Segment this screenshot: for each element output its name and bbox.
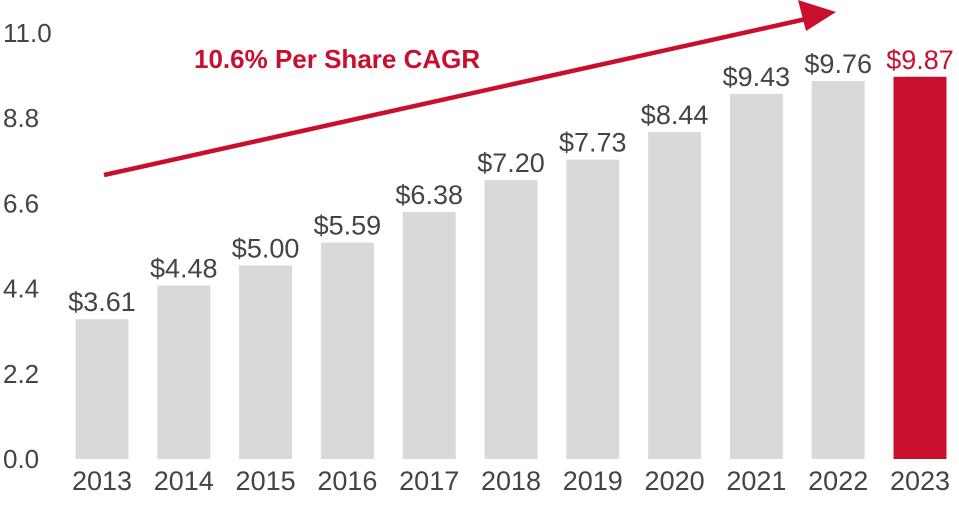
x-tick-label-2014: 2014 — [154, 466, 214, 496]
y-tick-label: 0.0 — [3, 444, 39, 474]
cagr-annotation: 10.6% Per Share CAGR — [103, 0, 836, 178]
trend-arrow-line — [103, 16, 807, 178]
bar-2019 — [566, 159, 620, 459]
cagr-label: 10.6% Per Share CAGR — [194, 44, 480, 74]
data-label-2014: $4.48 — [150, 254, 218, 284]
bar-2013 — [75, 319, 129, 459]
bar-2017 — [402, 211, 456, 459]
data-label-2021: $9.43 — [723, 62, 791, 92]
x-tick-label-2017: 2017 — [399, 466, 459, 496]
y-tick-label: 11.0 — [3, 18, 52, 48]
bar-2015 — [239, 265, 293, 459]
trend-arrow-head — [798, 0, 836, 31]
bar-2021 — [729, 93, 783, 459]
bar-2022 — [811, 81, 865, 459]
y-tick-label: 8.8 — [3, 103, 39, 133]
y-tick-label: 6.6 — [3, 188, 39, 218]
x-tick-label-2022: 2022 — [808, 466, 868, 496]
bars — [75, 76, 947, 460]
data-label-2023: $9.87 — [886, 45, 954, 75]
data-label-2015: $5.00 — [232, 233, 300, 263]
data-label-2017: $6.38 — [395, 180, 463, 210]
y-tick-label: 2.2 — [3, 359, 39, 389]
data-label-2020: $8.44 — [641, 100, 709, 130]
x-tick-label-2023: 2023 — [890, 466, 950, 496]
bar-2018 — [484, 180, 538, 459]
x-tick-label-2021: 2021 — [726, 466, 786, 496]
x-axis: 2013 2014 2015 2016 2017 2018 2019 2020 2021 2022… — [72, 466, 950, 496]
x-tick-label-2019: 2019 — [563, 466, 623, 496]
data-label-2018: $7.20 — [477, 148, 545, 178]
x-tick-label-2016: 2016 — [317, 466, 377, 496]
x-tick-label-2015: 2015 — [236, 466, 296, 496]
bar-2023 — [893, 76, 947, 460]
x-tick-label-2018: 2018 — [481, 466, 541, 496]
data-labels: $3.61 $4.48 $5.00 $5.59 $6.38 $7.20 $7.73 $8.44… — [68, 45, 954, 317]
data-label-2019: $7.73 — [559, 128, 627, 158]
bar-2020 — [648, 132, 702, 459]
data-label-2016: $5.59 — [314, 211, 382, 241]
y-tick-label: 4.4 — [3, 274, 39, 304]
y-axis: 0.0 2.2 4.4 6.6 8.8 11.0 — [3, 18, 52, 474]
bar-2016 — [320, 242, 374, 459]
x-tick-label-2013: 2013 — [72, 466, 132, 496]
data-label-2022: $9.76 — [804, 49, 872, 79]
x-tick-label-2020: 2020 — [645, 466, 705, 496]
data-label-2013: $3.61 — [68, 287, 136, 317]
bar-2014 — [157, 285, 211, 459]
